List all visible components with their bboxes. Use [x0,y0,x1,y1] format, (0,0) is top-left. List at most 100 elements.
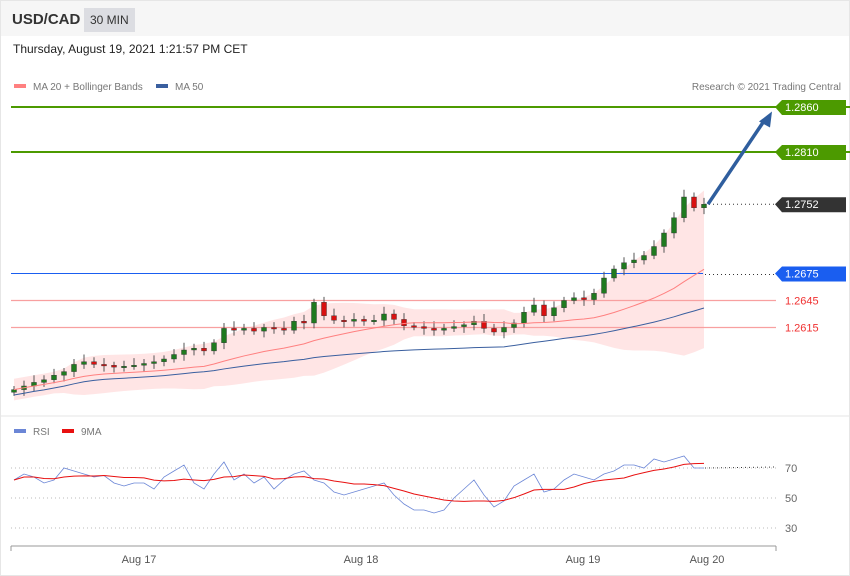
candle [461,324,467,327]
candle [581,297,587,300]
candle [231,328,237,331]
candle [631,259,637,263]
candle [551,307,557,317]
candle [671,217,677,234]
legend-swatch-9ma [62,429,74,433]
candle [471,321,477,326]
candle [321,302,327,316]
candle [181,349,187,355]
rsi-tick: 50 [785,493,797,505]
candle [391,313,397,320]
legend-swatch-ma20 [14,84,26,88]
candle [211,342,217,352]
forecast-arrow [706,118,767,206]
candle [271,327,277,330]
candle [571,297,577,301]
candle [401,319,407,326]
candle [281,328,287,331]
candle [71,364,77,372]
level-tag [775,145,846,160]
candle [691,196,697,209]
top-bar: USD/CAD 30 MIN [1,1,849,36]
candle [161,358,167,362]
rsi-tick: 70 [785,463,797,475]
legend-swatch-rsi [14,429,26,433]
legend-ma50: MA 50 [175,82,204,93]
candle [601,277,607,294]
x-tick-label: Aug 17 [122,554,157,566]
candle [501,327,507,333]
candle [521,312,527,324]
candle [291,321,297,331]
level-label: 1.2675 [785,269,819,281]
symbol-title: USD/CAD [12,11,81,28]
candle [101,364,107,367]
candle [361,319,367,322]
level-label: 1.2810 [785,147,819,159]
candle [311,302,317,324]
candle [301,321,307,324]
credit: Research © 2021 Trading Central [692,82,841,93]
candle [251,328,257,332]
candle [611,268,617,279]
candle [431,328,437,331]
candle [131,365,137,367]
candle [531,304,537,313]
bollinger-band [14,190,704,401]
candle [331,315,337,321]
candle [61,371,67,376]
legend-9ma: 9MA [81,427,102,438]
candle [141,363,147,366]
datetime: Thursday, August 19, 2021 1:21:57 PM CET [13,42,248,56]
candle [661,232,667,247]
candle [41,379,47,383]
level-tag [775,100,846,115]
candle [151,361,157,364]
timeframe-button[interactable]: 30 MIN [84,8,135,32]
level-tag [775,197,846,213]
legend-ma20: MA 20 + Bollinger Bands [33,82,143,93]
level-label: 1.2752 [785,199,819,211]
candle [81,361,87,365]
candle [411,325,417,328]
candle [641,255,647,261]
candle [201,348,207,352]
candle [91,361,97,365]
candle [121,366,127,368]
level-label: 1.2645 [785,296,819,308]
candle [221,328,227,343]
candle [11,389,17,393]
x-tick-label: Aug 19 [566,554,601,566]
rsi-9ma-line [13,462,705,502]
legend-swatch-ma50 [156,84,168,88]
candle [241,328,247,331]
candle [341,320,347,322]
forecast-arrow-head [759,111,772,128]
candle [561,300,567,308]
ma50-line [13,307,705,396]
candle [111,365,117,368]
level-label: 1.2860 [785,102,819,114]
candle [441,328,447,331]
candle [451,326,457,329]
rsi-line [13,455,704,514]
candle [51,375,57,380]
candle [621,262,627,270]
level-label: 1.2615 [785,323,819,335]
candle [681,196,687,218]
level-tag [775,266,846,282]
candle [371,320,377,322]
candle [351,319,357,322]
candle [591,293,597,300]
x-tick-label: Aug 18 [344,554,379,566]
rsi-tick: 30 [785,523,797,535]
candle [651,246,657,256]
candle [421,326,427,329]
candle [511,322,517,328]
candle [701,203,707,208]
candle [481,321,487,329]
legend-rsi: RSI [33,427,50,438]
x-tick-label: Aug 20 [690,554,725,566]
candle [191,348,197,351]
